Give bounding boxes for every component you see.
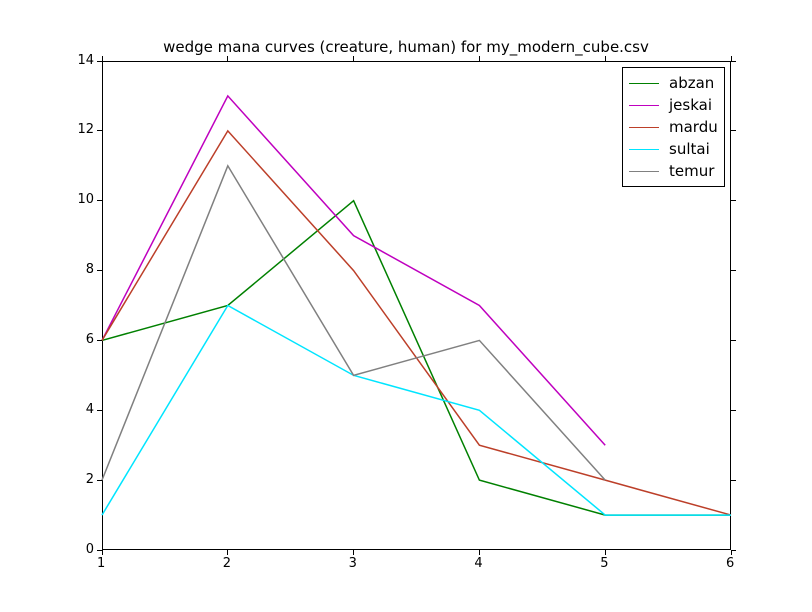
y-tick-mark xyxy=(731,270,736,271)
y-tick-mark xyxy=(97,61,102,62)
series-line-temur xyxy=(102,166,605,480)
y-tick-mark xyxy=(731,200,736,201)
y-tick-mark xyxy=(97,550,102,551)
legend-item-abzan: abzan xyxy=(629,72,718,94)
x-tick-mark xyxy=(227,550,228,555)
legend-swatch xyxy=(629,171,659,172)
y-tick-label: 0 xyxy=(82,542,94,557)
legend-swatch xyxy=(629,149,659,150)
x-tick-mark xyxy=(479,550,480,555)
x-tick-label: 6 xyxy=(726,556,734,571)
series-line-mardu xyxy=(102,131,731,515)
legend-label: sultai xyxy=(669,140,710,158)
legend-item-temur: temur xyxy=(629,160,718,182)
y-tick-mark xyxy=(731,130,736,131)
y-tick-mark xyxy=(97,410,102,411)
legend-swatch xyxy=(629,83,659,84)
legend-swatch xyxy=(629,127,659,128)
x-tick-mark xyxy=(102,550,103,555)
legend-label: jeskai xyxy=(669,96,712,114)
y-tick-label: 12 xyxy=(74,122,94,137)
x-tick-label: 2 xyxy=(223,556,231,571)
y-tick-mark xyxy=(731,480,736,481)
x-tick-mark xyxy=(227,56,228,61)
y-tick-label: 6 xyxy=(82,332,94,347)
legend-label: abzan xyxy=(669,74,714,92)
y-tick-mark xyxy=(97,200,102,201)
y-tick-mark xyxy=(97,480,102,481)
x-tick-label: 4 xyxy=(474,556,482,571)
x-tick-mark xyxy=(353,56,354,61)
y-tick-mark xyxy=(731,410,736,411)
y-tick-label: 14 xyxy=(74,53,94,68)
y-tick-label: 10 xyxy=(74,192,94,207)
x-tick-mark xyxy=(605,550,606,555)
x-tick-label: 1 xyxy=(97,556,105,571)
legend-label: temur xyxy=(669,162,714,180)
chart-container: wedge mana curves (creature, human) for … xyxy=(0,0,812,612)
legend-swatch xyxy=(629,105,659,106)
legend-item-jeskai: jeskai xyxy=(629,94,718,116)
x-tick-mark xyxy=(605,56,606,61)
y-tick-mark xyxy=(97,130,102,131)
x-tick-mark xyxy=(479,56,480,61)
legend: abzan jeskai mardu sultai temur xyxy=(622,67,725,187)
y-tick-mark xyxy=(97,340,102,341)
legend-item-mardu: mardu xyxy=(629,116,718,138)
y-tick-label: 4 xyxy=(82,402,94,417)
x-tick-label: 5 xyxy=(600,556,608,571)
y-tick-mark xyxy=(731,340,736,341)
y-tick-label: 2 xyxy=(82,472,94,487)
series-line-sultai xyxy=(102,306,731,516)
y-tick-label: 8 xyxy=(82,262,94,277)
y-tick-mark xyxy=(731,550,736,551)
x-tick-mark xyxy=(353,550,354,555)
x-tick-mark xyxy=(731,550,732,555)
y-tick-mark xyxy=(731,61,736,62)
legend-label: mardu xyxy=(669,118,718,136)
legend-item-sultai: sultai xyxy=(629,138,718,160)
y-tick-mark xyxy=(97,270,102,271)
x-tick-label: 3 xyxy=(349,556,357,571)
